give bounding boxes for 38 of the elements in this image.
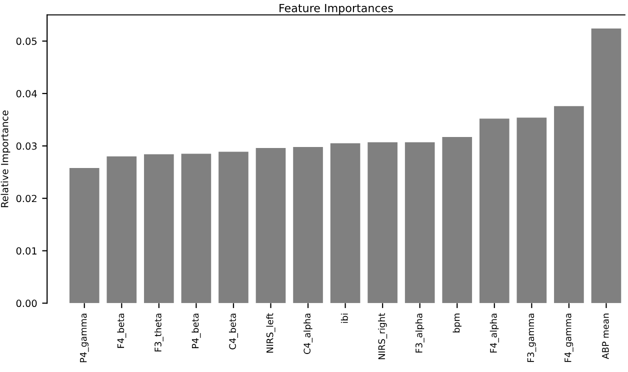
x-tick-label: F3_alpha bbox=[415, 314, 424, 352]
bar bbox=[181, 154, 212, 304]
bar bbox=[293, 146, 323, 304]
x-tick-label: P4_beta bbox=[192, 314, 201, 348]
x-tick-label: F4_gamma bbox=[564, 314, 574, 362]
x-tick-label: F3_gamma bbox=[527, 314, 536, 362]
y-tick-label: 0.00 bbox=[16, 300, 37, 308]
bar bbox=[144, 154, 174, 304]
bar bbox=[106, 156, 137, 304]
bar bbox=[256, 148, 286, 304]
y-tick-label: 0.02 bbox=[16, 194, 36, 202]
chart-title: Feature Importances bbox=[280, 4, 393, 14]
x-tick-label: F4_beta bbox=[117, 314, 126, 348]
x-tick-label: F4_alpha bbox=[490, 314, 499, 352]
y-tick-label: 0.03 bbox=[16, 142, 37, 150]
x-tick-label: C4_alpha bbox=[304, 314, 313, 354]
bar bbox=[591, 28, 622, 304]
y-tick-label: 0.01 bbox=[16, 247, 36, 255]
bar bbox=[218, 152, 248, 304]
y-tick-label: 0.04 bbox=[16, 90, 37, 98]
y-axis-title: Relative Importance bbox=[0, 110, 10, 208]
bar bbox=[479, 118, 510, 304]
x-tick-label: bpm bbox=[452, 314, 462, 332]
x-tick-label: C4_beta bbox=[228, 314, 238, 350]
x-tick-label: ibi bbox=[340, 314, 348, 323]
bar bbox=[69, 168, 100, 304]
x-tick-label: NIRS_right bbox=[378, 313, 388, 360]
x-tick-label: F3_theta bbox=[154, 314, 164, 352]
bar bbox=[368, 142, 398, 304]
bar bbox=[404, 142, 435, 304]
x-tick-label: P4_gamma bbox=[80, 314, 89, 362]
x-tick-label: NIRS_left bbox=[266, 313, 276, 353]
bar bbox=[554, 106, 584, 304]
bar bbox=[330, 143, 360, 304]
bar bbox=[442, 137, 472, 304]
x-tick-label: ABP mean bbox=[602, 314, 609, 360]
y-tick-label: 0.05 bbox=[16, 38, 37, 45]
bar bbox=[516, 118, 547, 304]
